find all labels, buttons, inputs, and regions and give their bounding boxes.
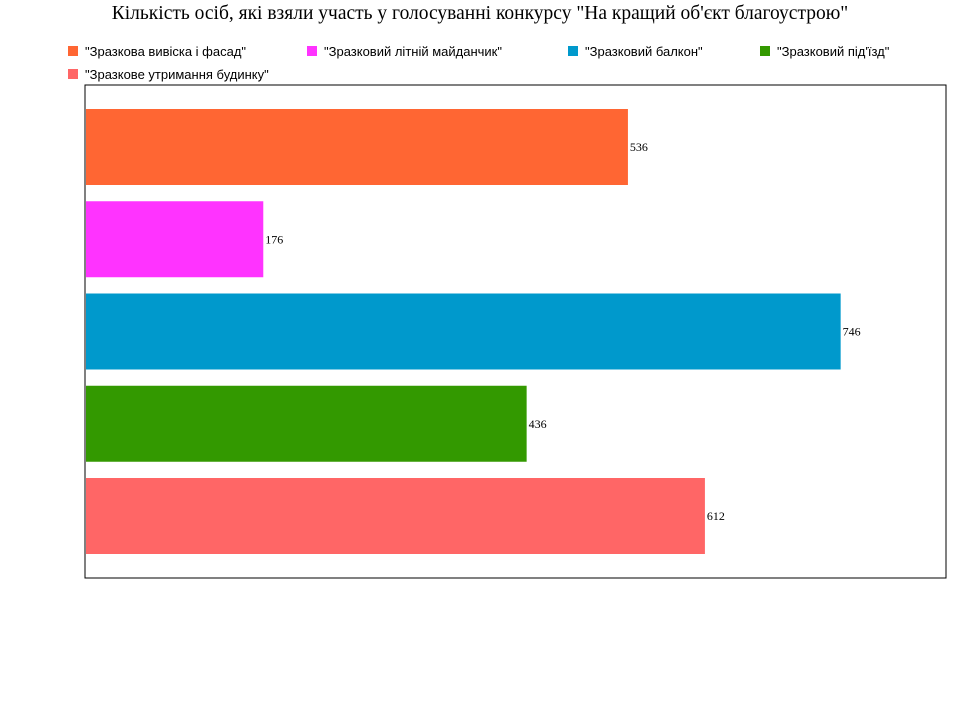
chart-title: Кількість осіб, які взяли участь у голос… (111, 3, 849, 24)
legend-item: "Зразковий літній майданчик" (307, 43, 502, 59)
data-label: 536 (630, 140, 648, 154)
legend-swatch (760, 46, 770, 56)
legend-item: "Зразкове утримання будинку" (68, 66, 269, 82)
legend-item: "Зразковий під'їзд" (760, 43, 889, 59)
legend-item: "Зразковий балкон" (568, 43, 703, 59)
legend-label: "Зразковий балкон" (585, 43, 703, 59)
legend-label: "Зразкова вивіска і фасад" (85, 43, 247, 59)
legend-label: "Зразковий під'їзд" (777, 43, 890, 59)
legend-swatch (68, 46, 78, 56)
data-label: 612 (707, 509, 725, 523)
legend-swatch (307, 46, 317, 56)
legend-swatch (568, 46, 578, 56)
plot-frame (84, 84, 947, 579)
legend-label: "Зразковий літній майданчик" (324, 43, 502, 59)
data-label: 436 (529, 417, 547, 431)
bar (86, 109, 628, 185)
legend-swatch (68, 69, 78, 79)
bar (86, 293, 841, 370)
bar (86, 478, 705, 554)
data-label: 746 (843, 325, 861, 339)
legend-item: "Зразкова вивіска і фасад" (68, 43, 246, 59)
legend-label: "Зразкове утримання будинку" (85, 66, 269, 82)
bar (86, 385, 527, 462)
bar (86, 201, 264, 278)
data-label: 176 (265, 232, 283, 246)
